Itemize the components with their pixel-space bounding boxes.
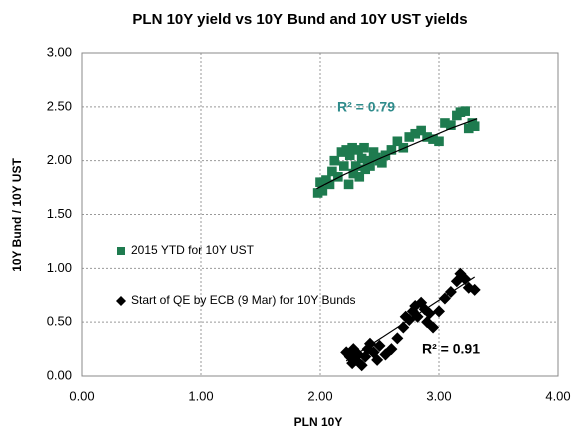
square-point — [117, 247, 125, 255]
diamond-point — [116, 296, 126, 306]
diamond-point — [391, 332, 404, 345]
diamond-point — [355, 359, 368, 372]
trendline — [345, 276, 476, 362]
square-point — [354, 172, 365, 182]
square-point — [329, 155, 340, 166]
diamond-point — [468, 283, 481, 296]
x-tick-label: 3.00 — [426, 388, 451, 403]
diamond-point — [427, 321, 440, 334]
y-tick-label: 1.50 — [47, 206, 72, 221]
y-tick-label: 2.50 — [47, 98, 72, 113]
diamond-point — [385, 343, 398, 356]
plot-border — [81, 52, 559, 377]
square-point — [317, 186, 328, 196]
square-point — [344, 150, 355, 161]
square-point — [315, 177, 325, 187]
y-axis-label: 10Y Bund / 10Y UST — [10, 158, 24, 272]
x-tick-label: 1.00 — [188, 388, 213, 403]
diamond-point — [371, 353, 384, 366]
square-point — [343, 179, 354, 190]
square-point — [460, 106, 470, 116]
square-point — [392, 136, 403, 147]
legend-label: Start of QE by ECB (9 Mar) for 10Y Bunds — [131, 293, 356, 307]
x-tick-label: 0.00 — [69, 388, 94, 403]
y-tick-label: 0.00 — [47, 367, 72, 382]
square-point — [341, 145, 351, 155]
diamond-point — [433, 305, 445, 318]
square-point — [368, 147, 379, 157]
square-point — [365, 161, 375, 171]
diamond-point — [373, 339, 386, 352]
square-point — [339, 161, 349, 171]
trendline — [316, 118, 478, 190]
square-point — [353, 145, 363, 155]
square-point — [327, 166, 337, 177]
x-tick-label: 2.00 — [307, 388, 332, 403]
diamond-point — [423, 307, 436, 320]
square-point — [350, 161, 361, 171]
square-point — [359, 142, 369, 153]
diamond-point — [397, 321, 410, 334]
square-point — [347, 142, 357, 153]
diamond-point — [438, 292, 451, 305]
square-point — [422, 132, 432, 142]
square-point — [416, 125, 426, 136]
square-point — [440, 118, 450, 128]
square-point — [463, 123, 474, 134]
y-tick-label: 1.00 — [47, 260, 72, 275]
square-point — [410, 128, 420, 139]
square-point — [469, 121, 480, 132]
square-point — [380, 150, 391, 161]
x-tick-label: 4.00 — [545, 388, 570, 403]
y-tick-label: 2.00 — [47, 152, 72, 167]
square-point — [377, 158, 387, 168]
y-tick-label: 3.00 — [47, 44, 72, 59]
square-point — [356, 153, 367, 164]
square-point — [324, 179, 335, 190]
square-point — [386, 145, 397, 155]
r-squared-label: R² = 0.79 — [337, 99, 395, 115]
square-point — [428, 134, 438, 144]
chart-title: PLN 10Y yield vs 10Y Bund and 10Y UST yi… — [132, 11, 467, 28]
legend-label: 2015 YTD for 10Y UST — [131, 243, 255, 257]
square-point — [398, 142, 409, 153]
square-point — [434, 136, 444, 147]
square-point — [446, 120, 456, 130]
square-point — [333, 172, 343, 182]
square-point — [348, 168, 359, 179]
x-axis-label: PLN 10Y — [294, 415, 343, 429]
square-point — [362, 155, 373, 166]
diamond-point — [411, 310, 424, 323]
diamond-point — [459, 273, 472, 286]
square-point — [404, 132, 415, 142]
r-squared-label: R² = 0.91 — [422, 341, 480, 357]
y-tick-label: 0.50 — [47, 314, 72, 329]
